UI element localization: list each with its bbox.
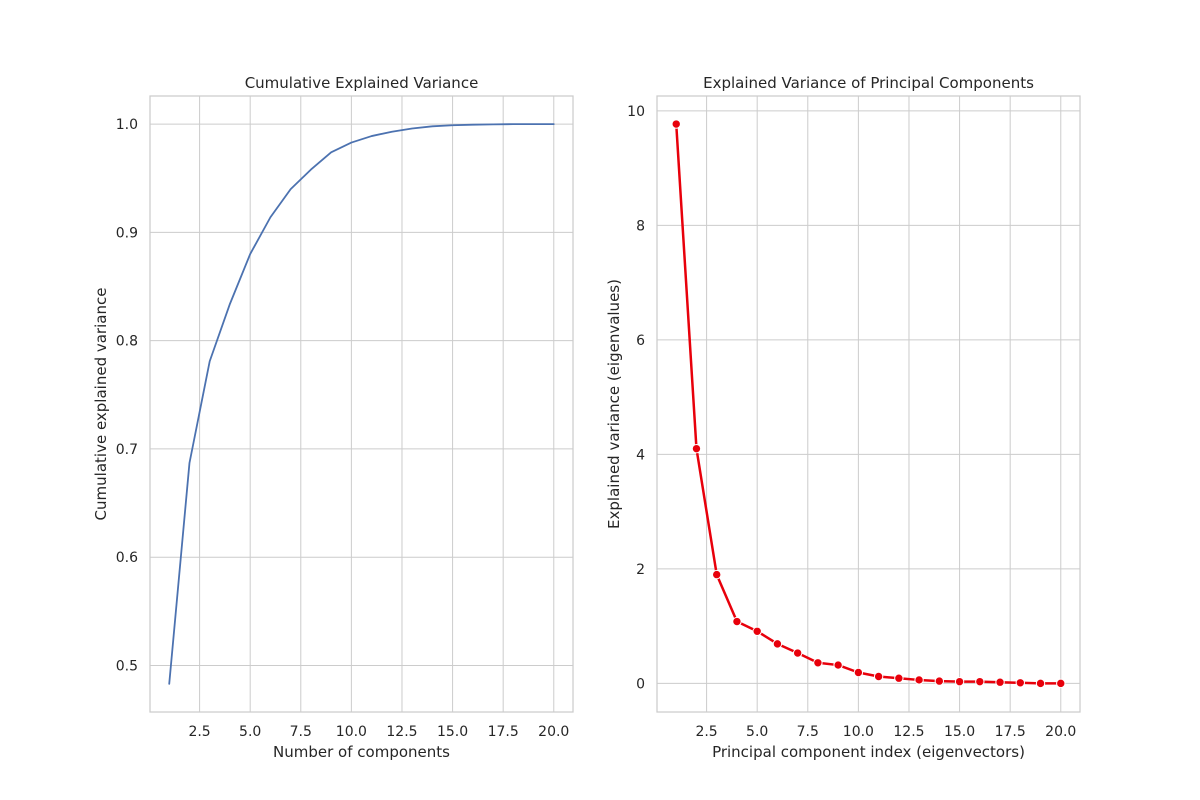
plot-area	[657, 96, 1080, 712]
data-point	[894, 673, 904, 683]
x-tick-label: 5.0	[239, 724, 261, 740]
chart-title: Cumulative Explained Variance	[245, 74, 479, 92]
data-point	[772, 639, 783, 649]
data-point	[671, 119, 681, 129]
x-tick-label: 10.0	[843, 724, 874, 740]
data-point	[995, 677, 1005, 687]
y-tick-labels: 0.5 0.6 0.7 0.8 0.9 1.0	[116, 117, 138, 674]
cumulative-variance-chart: 2.5 5.0 7.5 10.0 12.5 15.0 17.5 20.0 0.50.60.70…	[92, 74, 574, 761]
gridlines	[150, 96, 573, 712]
y-tick-label: 8	[636, 218, 645, 234]
y-tick-label: 0.9	[116, 225, 138, 241]
x-tick-label: 15.0	[437, 724, 468, 740]
y-tick-label: 0.5	[116, 658, 138, 674]
series-marks	[168, 123, 555, 685]
x-axis-label: Number of components	[273, 743, 450, 761]
data-point	[712, 569, 722, 580]
x-tick-label: 10.0	[336, 724, 367, 740]
x-tick-label: 2.5	[695, 724, 717, 740]
y-tick-labels: 0 2 4 6 8 10	[627, 104, 645, 692]
data-point	[691, 443, 702, 454]
plot-frame	[149, 95, 574, 713]
x-tick-label: 17.5	[995, 724, 1026, 740]
data-point	[1015, 678, 1025, 688]
chart-title: Explained Variance of Principal Componen…	[703, 74, 1034, 92]
x-tick-label: 20.0	[1045, 724, 1076, 740]
y-tick-label: 1.0	[116, 117, 138, 133]
data-point	[732, 616, 742, 627]
data-point	[1056, 678, 1066, 689]
data-point	[975, 676, 985, 687]
x-axis-label: Principal component index (eigenvectors)	[712, 743, 1025, 761]
data-point	[752, 626, 762, 636]
data-point	[914, 675, 924, 685]
data-point	[833, 660, 843, 670]
plot-frame	[656, 95, 1081, 713]
series-marks	[671, 119, 1066, 689]
y-tick-label: 2	[636, 562, 645, 578]
x-tick-label: 12.5	[386, 724, 417, 740]
gridlines	[657, 96, 1080, 712]
y-tick-label: 4	[636, 447, 645, 463]
x-tick-label: 15.0	[944, 724, 975, 740]
x-tick-labels: 2.5 5.0 7.5 10.0 12.5 15.0 17.5 20.0	[695, 724, 1076, 740]
y-tick-label: 0.8	[116, 334, 138, 350]
x-tick-label: 17.5	[488, 724, 519, 740]
data-point	[853, 667, 864, 678]
y-axis-label: Explained variance (eigenvalues)	[605, 279, 623, 529]
plot-area	[150, 96, 573, 712]
series-line	[168, 123, 555, 685]
data-point	[813, 658, 823, 668]
y-tick-label: 0.7	[116, 442, 138, 458]
y-tick-label: 10	[627, 104, 645, 120]
eigenvalue-scree-chart: 2.5 5.0 7.5 10.0 12.5 15.0 17.5 20.0 0 2 4 6 8 10 Ex…	[605, 74, 1081, 761]
y-tick-label: 6	[636, 333, 645, 349]
data-point	[792, 648, 803, 658]
data-point	[934, 676, 945, 686]
x-tick-label: 7.5	[797, 724, 819, 740]
x-tick-label: 2.5	[188, 724, 210, 740]
x-tick-label: 12.5	[893, 724, 924, 740]
x-tick-label: 20.0	[538, 724, 569, 740]
x-tick-label: 7.5	[290, 724, 312, 740]
data-point	[1035, 678, 1046, 689]
y-axis-label: Cumulative explained variance	[92, 288, 110, 521]
y-tick-label: 0	[636, 676, 645, 692]
data-point	[954, 676, 965, 687]
x-tick-label: 5.0	[746, 724, 768, 740]
x-tick-labels: 2.5 5.0 7.5 10.0 12.5 15.0 17.5 20.0	[188, 724, 569, 740]
data-point	[873, 671, 884, 682]
y-tick-label: 0.6	[116, 550, 138, 566]
